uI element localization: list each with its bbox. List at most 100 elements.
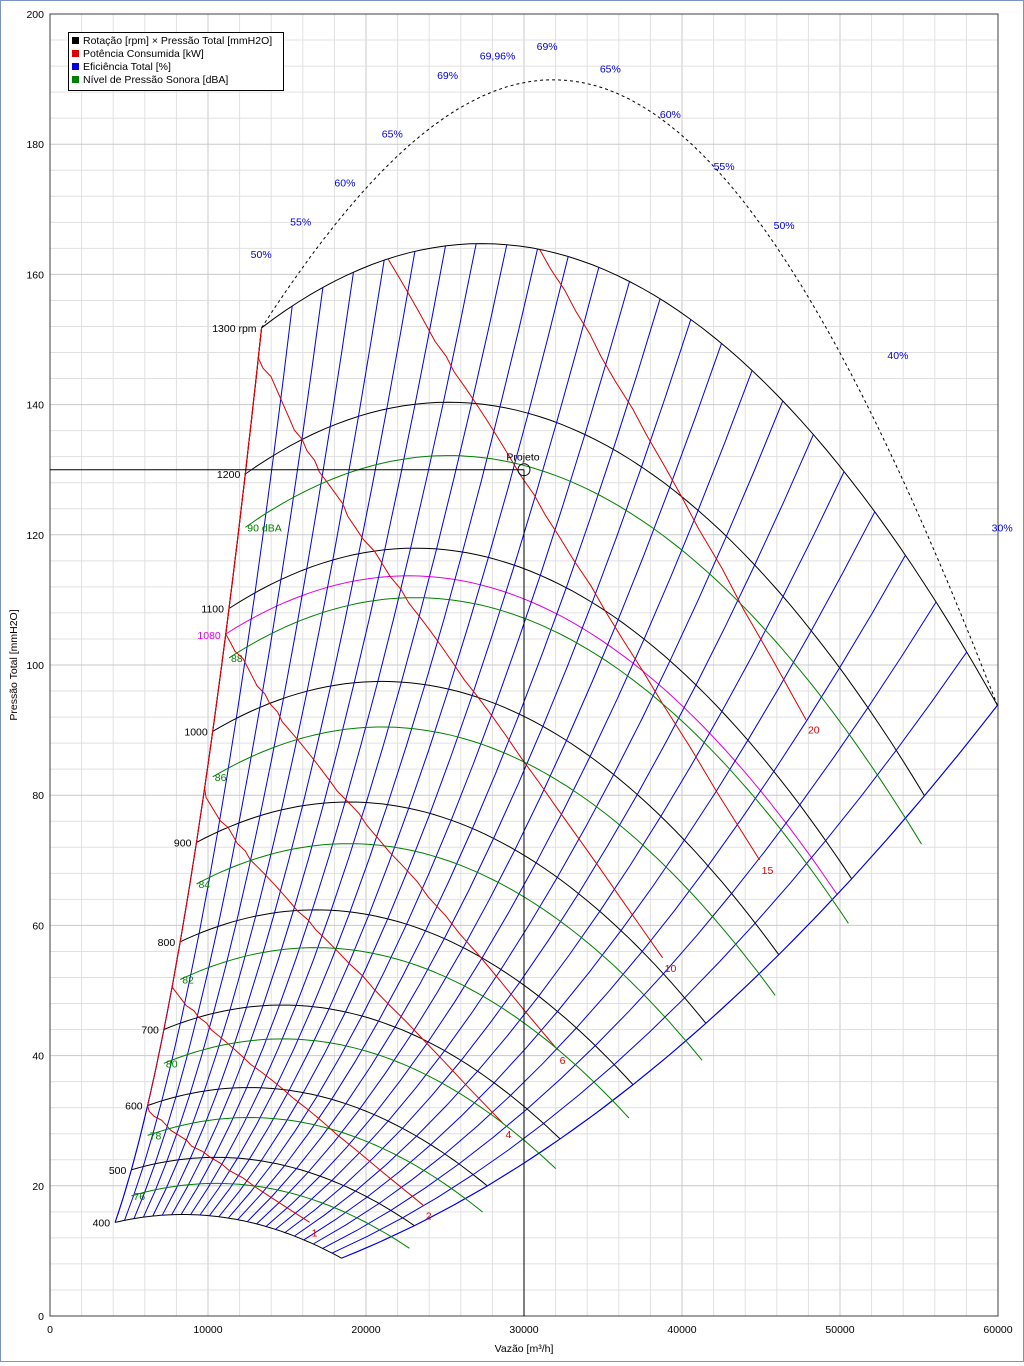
speed-curve-label: 700 [141, 1024, 159, 1036]
legend-label-sound: Nível de Pressão Sonora [dBA] [83, 74, 229, 86]
y-tick-label: 160 [26, 269, 44, 281]
speed-curve [228, 547, 853, 880]
x-tick-label: 60000 [983, 1324, 1012, 1336]
y-tick-label: 140 [26, 400, 44, 412]
legend-label-power: Potência Consumida [kW] [83, 48, 204, 60]
efficiency-label: 60% [334, 178, 355, 190]
sound-line [196, 843, 703, 1061]
efficiency-line [142, 272, 354, 1218]
power-label: 1 [312, 1227, 318, 1239]
efficiency-line [218, 267, 600, 1218]
legend: Rotação [rpm] × Pressão Total [mmH2O] Po… [68, 32, 284, 91]
x-tick-label: 40000 [667, 1324, 696, 1336]
efficiency-label: 40% [887, 350, 908, 362]
efficiency-line [199, 248, 538, 1216]
sound-label: 88 [231, 653, 243, 665]
y-tick-label: 100 [26, 660, 44, 672]
power-label: 4 [505, 1129, 511, 1141]
grid [49, 13, 999, 1317]
curve-labels: 400 500 600 700 800 900 1000 1100 1200 1300 rpm 10… [93, 41, 1013, 1240]
sound-line [131, 1182, 410, 1249]
power-line [204, 327, 504, 1125]
x-tick-label: 50000 [825, 1324, 854, 1336]
speed-curve-label: 500 [109, 1165, 127, 1177]
efficiency-label: 69% [537, 41, 558, 53]
efficiency-label: 69% [437, 70, 458, 82]
x-axis-title: Vazão [m³/h] [495, 1343, 554, 1355]
legend-swatch-power [72, 50, 79, 57]
design-point-marker [517, 463, 531, 477]
speed-curve-label: 600 [125, 1100, 143, 1112]
efficiency-line [227, 281, 630, 1219]
legend-swatch-sound [72, 76, 79, 83]
efficiency-line [209, 256, 569, 1217]
sound-label: 76 [133, 1191, 145, 1203]
y-tick-label: 0 [38, 1311, 44, 1323]
efficiency-line [303, 511, 876, 1241]
y-tick-label: 120 [26, 530, 44, 542]
sound-label: 78 [150, 1130, 162, 1142]
speed-curve [245, 401, 925, 796]
efficiency-line [180, 243, 477, 1215]
efficiency-line [124, 305, 293, 1221]
power-label: 15 [762, 865, 774, 877]
x-tick-label: 0 [47, 1324, 53, 1336]
y-tick-label: 60 [32, 920, 44, 932]
curves [50, 79, 998, 1316]
efficiency-line [322, 601, 937, 1249]
sound-label: 84 [198, 879, 210, 891]
legend-label-efficiency: Eficiência Total [%] [83, 61, 171, 73]
efficiency-label: 50% [251, 249, 272, 261]
y-tick-label: 20 [32, 1181, 44, 1193]
power-line [387, 258, 761, 861]
efficiency-line [312, 555, 906, 1245]
sound-line [163, 1038, 557, 1169]
efficiency-line [133, 287, 324, 1219]
x-tick-label: 20000 [351, 1324, 380, 1336]
legend-item-efficiency: Eficiência Total [%] [72, 61, 171, 73]
operating-curve-label: 1080 [197, 630, 221, 642]
sound-label: 80 [166, 1058, 178, 1070]
sound-line [179, 947, 630, 1119]
speed-curve [147, 1087, 488, 1187]
max-speed-boundary [261, 79, 998, 706]
right-envelope [341, 704, 998, 1259]
sound-line [212, 726, 776, 996]
efficiency-label: 60% [660, 109, 681, 121]
speed-curve-label: 1100 [201, 603, 224, 615]
legend-item-speed: Rotação [rpm] × Pressão Total [mmH2O] [72, 35, 272, 47]
speed-curve [261, 243, 998, 706]
x-tick-label: 10000 [193, 1324, 222, 1336]
speed-curve-label: 1000 [184, 726, 208, 738]
legend-item-sound: Nível de Pressão Sonora [dBA] [72, 74, 228, 86]
efficiency-label: 69,96% [480, 51, 516, 63]
efficiency-label: 65% [382, 129, 403, 141]
efficiency-label: 55% [714, 161, 735, 173]
design-point-label: Projeto [506, 452, 539, 464]
speed-curve [131, 1156, 415, 1227]
efficiency-line [284, 434, 814, 1233]
efficiency-line [237, 298, 661, 1221]
speed-curve-label: 1300 rpm [212, 323, 257, 335]
legend-item-power: Potência Consumida [kW] [72, 48, 204, 60]
legend-swatch-efficiency [72, 63, 79, 70]
efficiency-line [190, 244, 508, 1215]
y-tick-label: 40 [32, 1051, 44, 1063]
efficiency-line [341, 704, 998, 1259]
power-line [539, 249, 807, 720]
legend-swatch-speed [72, 37, 79, 44]
power-line [257, 327, 664, 959]
sound-line [147, 1116, 483, 1213]
speed-curve-label: 800 [158, 937, 176, 949]
efficiency-line [265, 370, 753, 1227]
y-axis-title: Pressão Total [mmH2O] [8, 609, 20, 720]
sound-label: 90 dBA [247, 522, 281, 534]
power-label: 6 [560, 1055, 566, 1067]
y-tick-label: 80 [32, 790, 44, 802]
efficiency-line [171, 245, 446, 1215]
efficiency-label: 30% [992, 523, 1013, 535]
power-label: 10 [665, 963, 677, 975]
speed-curve [212, 680, 780, 955]
speed-curve-label: 400 [93, 1217, 111, 1229]
